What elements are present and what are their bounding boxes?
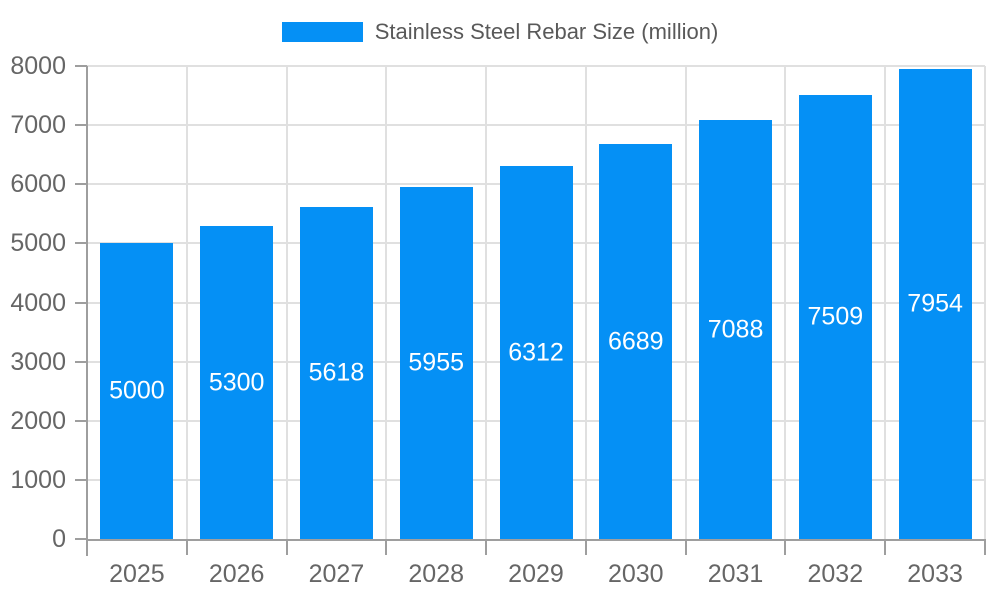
bar-value-label: 5618 [308, 358, 365, 387]
x-axis-tick [385, 539, 388, 555]
x-gridline [884, 66, 887, 539]
y-tick-label: 0 [52, 525, 66, 553]
y-axis-tick [75, 419, 87, 422]
x-axis-tick [984, 539, 986, 555]
x-tick-label: 2033 [907, 560, 963, 588]
y-tick-label: 8000 [10, 52, 66, 80]
bar[interactable]: 6689 [599, 144, 673, 539]
bar[interactable]: 5955 [399, 187, 473, 539]
y-tick-label: 7000 [10, 111, 66, 140]
x-gridline [684, 66, 687, 539]
x-axis-tick [485, 539, 488, 555]
legend-label: Stainless Steel Rebar Size (million) [374, 19, 719, 44]
bar-value-label: 6312 [508, 338, 564, 366]
x-axis-tick [584, 539, 587, 555]
y-axis-tick [75, 360, 87, 363]
y-axis-tick [75, 124, 87, 127]
x-gridline [784, 66, 787, 539]
x-gridline [185, 66, 188, 539]
y-gridline [87, 124, 985, 127]
x-tick-label: 2029 [508, 560, 564, 588]
x-gridline [485, 66, 488, 539]
bar[interactable]: 5618 [299, 207, 373, 539]
bar[interactable]: 7954 [898, 69, 972, 539]
bar-value-label: 7509 [807, 302, 864, 331]
bar[interactable]: 6312 [499, 166, 573, 539]
bar[interactable]: 7509 [798, 95, 872, 539]
x-tick-label: 2031 [707, 560, 764, 588]
x-axis-tick [784, 539, 787, 555]
y-tick-label: 6000 [10, 170, 66, 199]
x-axis-tick [285, 539, 288, 555]
y-axis-line [86, 66, 88, 556]
bar[interactable]: 7088 [699, 120, 773, 539]
x-gridline [984, 66, 986, 539]
y-tick-label: 2000 [10, 406, 66, 435]
x-axis-tick [185, 539, 188, 555]
legend[interactable]: Stainless Steel Rebar Size (million) [0, 18, 1000, 46]
bar-value-label: 7954 [907, 289, 963, 318]
bar-value-label: 7088 [707, 315, 764, 343]
y-tick-label: 5000 [10, 229, 66, 258]
y-gridline [87, 65, 985, 67]
x-axis-tick [684, 539, 687, 555]
x-axis-tick [884, 539, 887, 555]
y-tick-label: 4000 [10, 288, 66, 317]
bar-value-label: 5000 [109, 376, 165, 405]
bar-value-label: 5300 [208, 368, 265, 396]
x-tick-label: 2026 [208, 560, 265, 588]
x-tick-label: 2030 [607, 560, 664, 588]
x-tick-label: 2025 [109, 560, 165, 588]
bar-value-label: 5955 [408, 348, 465, 377]
legend-swatch [281, 22, 363, 42]
x-tick-label: 2032 [807, 560, 864, 588]
x-gridline [385, 66, 388, 539]
y-tick-label: 1000 [10, 465, 66, 494]
bar-value-label: 6689 [607, 327, 664, 355]
y-axis-tick [75, 242, 87, 245]
y-axis-tick [75, 478, 87, 481]
x-tick-label: 2027 [308, 560, 365, 588]
x-tick-label: 2028 [408, 560, 465, 588]
y-axis-tick [75, 301, 87, 304]
bar[interactable]: 5000 [100, 243, 174, 539]
y-axis-tick [75, 65, 87, 67]
y-axis-tick [75, 538, 87, 540]
x-gridline [584, 66, 587, 539]
bar[interactable]: 5300 [200, 226, 274, 539]
x-gridline [285, 66, 288, 539]
y-axis-tick [75, 183, 87, 186]
x-axis-line [87, 539, 985, 541]
y-tick-label: 3000 [10, 347, 66, 376]
